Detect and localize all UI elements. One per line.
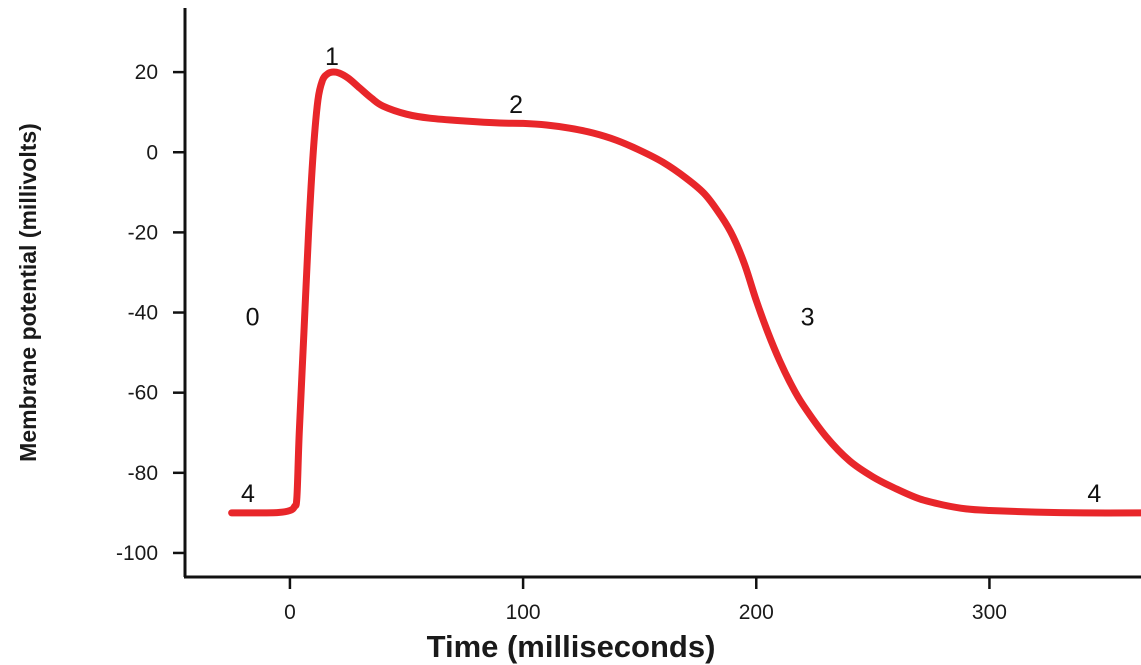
x-tick-label: 200: [739, 601, 774, 624]
phase-labels: 1 2 0 3 4 4: [241, 43, 1101, 508]
y-tick-label: 20: [135, 61, 158, 84]
y-tick-label: -80: [128, 462, 158, 485]
x-axis-ticks: 0 100 200 300: [284, 577, 1007, 624]
y-tick-label: -40: [128, 302, 158, 325]
phase-label: 4: [241, 480, 255, 508]
y-tick-label: 0: [146, 141, 158, 164]
x-tick-label: 300: [972, 601, 1007, 624]
series-layer: [228, 68, 1141, 517]
y-tick-label: -100: [116, 542, 158, 565]
axes: 200-20-40-60-80-100 0 100 200 300: [116, 8, 1141, 624]
y-tick-label: -60: [128, 382, 158, 405]
action-potential-curve: [228, 68, 1141, 517]
y-axis-ticks: 20 0 -20 -40 -60 -80 -100: [116, 61, 185, 565]
phase-label: 1: [325, 43, 339, 71]
y-axis-title: Membrane potential (millivolts): [15, 123, 41, 462]
x-tick-label: 0: [284, 601, 296, 624]
phase-label: 2: [509, 91, 523, 119]
y-tick-label: -20: [128, 221, 158, 244]
phase-label: 4: [1087, 480, 1101, 508]
phase-label: 0: [246, 304, 260, 332]
x-axis-title: Time (milliseconds): [427, 629, 716, 664]
phase-label: 3: [801, 304, 815, 332]
x-tick-label: 100: [506, 601, 541, 624]
